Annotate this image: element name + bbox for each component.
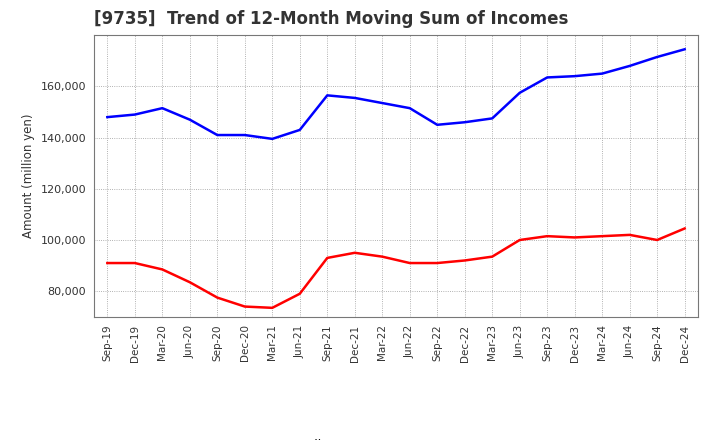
Ordinary Income <box>186 117 194 122</box>
Y-axis label: Amount (million yen): Amount (million yen) <box>22 114 35 238</box>
Ordinary Income <box>653 54 662 59</box>
Ordinary Income <box>103 114 112 120</box>
Net Income <box>598 234 606 239</box>
Line: Ordinary Income: Ordinary Income <box>107 49 685 139</box>
Net Income <box>516 237 524 242</box>
Ordinary Income <box>433 122 441 128</box>
Net Income <box>130 260 139 266</box>
Net Income <box>653 237 662 242</box>
Net Income <box>351 250 359 256</box>
Ordinary Income <box>130 112 139 117</box>
Ordinary Income <box>405 106 414 111</box>
Line: Net Income: Net Income <box>107 228 685 308</box>
Ordinary Income <box>570 73 579 79</box>
Net Income <box>240 304 249 309</box>
Ordinary Income <box>543 75 552 80</box>
Net Income <box>680 226 689 231</box>
Net Income <box>570 235 579 240</box>
Ordinary Income <box>213 132 222 138</box>
Net Income <box>626 232 634 238</box>
Net Income <box>460 258 469 263</box>
Ordinary Income <box>378 100 387 106</box>
Net Income <box>378 254 387 259</box>
Net Income <box>433 260 441 266</box>
Net Income <box>405 260 414 266</box>
Legend: Ordinary Income, Net Income: Ordinary Income, Net Income <box>243 434 549 440</box>
Net Income <box>213 295 222 300</box>
Net Income <box>543 234 552 239</box>
Ordinary Income <box>295 127 304 132</box>
Net Income <box>103 260 112 266</box>
Net Income <box>488 254 497 259</box>
Net Income <box>295 291 304 297</box>
Ordinary Income <box>460 120 469 125</box>
Ordinary Income <box>598 71 606 76</box>
Ordinary Income <box>516 90 524 95</box>
Net Income <box>268 305 276 311</box>
Ordinary Income <box>323 93 332 98</box>
Net Income <box>186 279 194 285</box>
Net Income <box>158 267 166 272</box>
Ordinary Income <box>488 116 497 121</box>
Ordinary Income <box>626 63 634 69</box>
Ordinary Income <box>680 47 689 52</box>
Ordinary Income <box>240 132 249 138</box>
Ordinary Income <box>351 95 359 101</box>
Ordinary Income <box>268 136 276 142</box>
Ordinary Income <box>158 106 166 111</box>
Net Income <box>323 255 332 260</box>
Text: [9735]  Trend of 12-Month Moving Sum of Incomes: [9735] Trend of 12-Month Moving Sum of I… <box>94 10 568 28</box>
